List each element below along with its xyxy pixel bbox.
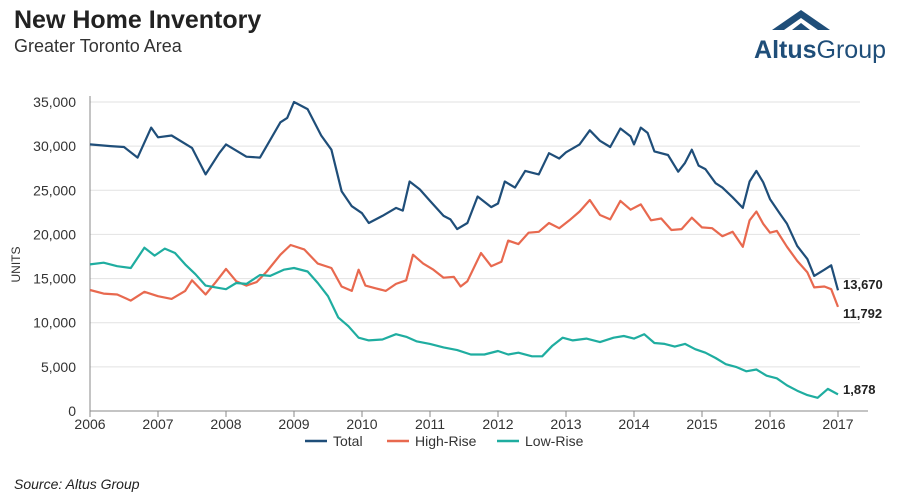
y-tick-label: 0	[68, 403, 76, 419]
x-tick-label: 2008	[210, 416, 241, 432]
y-tick-label: 35,000	[33, 94, 76, 110]
x-tick-label: 2006	[74, 416, 105, 432]
series-end-label: 11,792	[843, 306, 882, 321]
x-tick-label: 2017	[822, 416, 853, 432]
logo-word-light: Group	[816, 36, 886, 64]
logo-word-bold: Altus	[754, 36, 817, 64]
x-tick-label: 2014	[618, 416, 649, 432]
x-tick-label: 2015	[686, 416, 717, 432]
x-tick-label: 2016	[754, 416, 785, 432]
series-line-low-rise	[89, 246, 839, 399]
chart-labels: 0 5,000 10,000 15,000 20,000 25,000 30,000 35,0…	[9, 94, 883, 432]
x-tick-label: 2012	[482, 416, 513, 432]
series-end-label: 13,670	[843, 277, 883, 292]
x-tick-label: 2013	[550, 416, 581, 432]
series-end-label: 1,878	[843, 382, 876, 397]
x-tick-label: 2010	[346, 416, 377, 432]
legend-label: Total	[333, 433, 363, 449]
y-tick-label: 5,000	[41, 359, 76, 375]
page-subtitle: Greater Toronto Area	[14, 36, 182, 56]
y-tick-label: 20,000	[33, 226, 76, 242]
series-line-high-rise	[89, 198, 840, 308]
legend-label: Low-Rise	[525, 433, 584, 449]
y-tick-label: 30,000	[33, 138, 76, 154]
chart-axes	[89, 96, 868, 417]
source-note: Source: Altus Group	[14, 476, 140, 492]
x-tick-label: 2009	[278, 416, 309, 432]
y-tick-label: 10,000	[33, 315, 76, 331]
page-title: New Home Inventory	[14, 6, 262, 34]
y-tick-label: 25,000	[33, 182, 76, 198]
logo-mark-icon	[772, 10, 830, 30]
altus-group-logo: AltusGroup	[716, 8, 886, 68]
x-tick-label: 2007	[142, 416, 173, 432]
x-tick-label: 2011	[415, 416, 445, 432]
chart-legend: Total High-Rise Low-Rise	[305, 433, 584, 449]
y-axis-title: UNITS	[9, 247, 23, 283]
chart-gridlines	[90, 101, 860, 368]
legend-label: High-Rise	[415, 433, 477, 449]
chart-series	[89, 100, 840, 399]
y-tick-label: 15,000	[33, 271, 76, 287]
series-line-total	[89, 100, 840, 291]
logo-wordmark: AltusGroup	[754, 36, 886, 65]
